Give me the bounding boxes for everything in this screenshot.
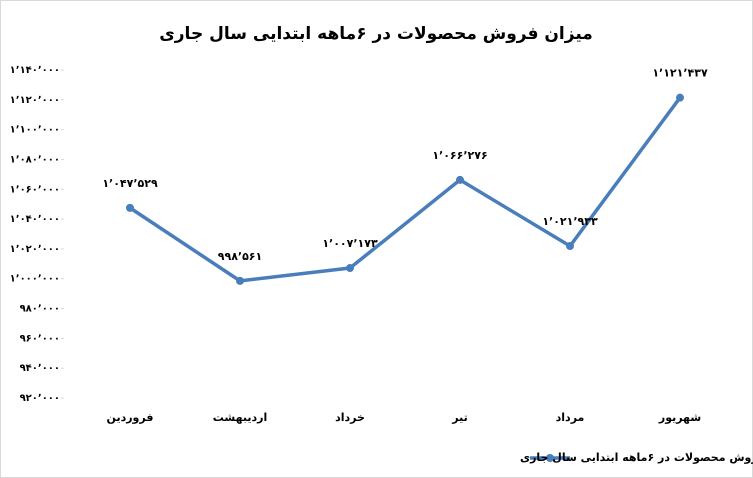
y-tick-label: ۹۶۰٬۰۰۰ xyxy=(20,333,60,344)
data-label: ۱٬۰۶۶٬۲۷۶ xyxy=(432,149,487,162)
y-tick-label: ۹۲۰٬۰۰۰ xyxy=(20,393,60,404)
y-tick-label: ۱٬۰۰۰٬۰۰۰ xyxy=(10,274,60,285)
data-label: ۹۹۸٬۵۶۱ xyxy=(218,250,262,263)
x-tick-label: شهریور xyxy=(658,411,701,424)
marker xyxy=(566,242,574,251)
marker xyxy=(676,93,684,102)
y-tick-label: ۱٬۰۶۰٬۰۰۰ xyxy=(10,184,60,195)
y-tick-label: ۱٬۱۴۰٬۰۰۰ xyxy=(10,65,60,76)
data-label: ۱٬۰۰۷٬۱۷۳ xyxy=(322,237,378,250)
x-tick-label: فروردین xyxy=(107,411,154,424)
marker xyxy=(346,264,354,273)
y-tick-label: ۱٬۱۲۰٬۰۰۰ xyxy=(10,95,60,106)
x-tick-label: اردیبهشت xyxy=(213,411,267,424)
data-label: ۱٬۰۲۱٬۹۳۳ xyxy=(542,215,598,228)
line xyxy=(129,96,682,283)
marker xyxy=(236,276,244,285)
x-tick-label: تیر xyxy=(451,411,467,424)
y-tick-label: ۱٬۰۲۰٬۰۰۰ xyxy=(10,244,60,255)
chart-title: میزان فروش محصولات در ۶ماهه ابتدایی سال … xyxy=(159,24,593,44)
data-label: ۱٬۱۲۱٬۴۳۷ xyxy=(652,67,708,80)
y-tick-label: ۹۸۰٬۰۰۰ xyxy=(20,304,60,315)
y-tick-label: ۱٬۰۴۰٬۰۰۰ xyxy=(10,214,60,225)
x-tick-label: مرداد xyxy=(556,411,585,424)
legend-label: میزان فروش محصولات در ۶ماهه ابتدایی سال … xyxy=(520,451,753,464)
y-tick-label: ۹۴۰٬۰۰۰ xyxy=(20,363,60,374)
y-tick-label: ۱٬۱۰۰٬۰۰۰ xyxy=(10,125,60,136)
legend-marker xyxy=(546,454,554,462)
y-tick-label: ۱٬۰۸۰٬۰۰۰ xyxy=(10,154,60,165)
marker xyxy=(456,175,464,184)
marker xyxy=(126,203,134,212)
x-tick-label: خرداد xyxy=(335,411,365,424)
data-label: ۱٬۰۴۷٬۵۲۹ xyxy=(102,177,158,190)
